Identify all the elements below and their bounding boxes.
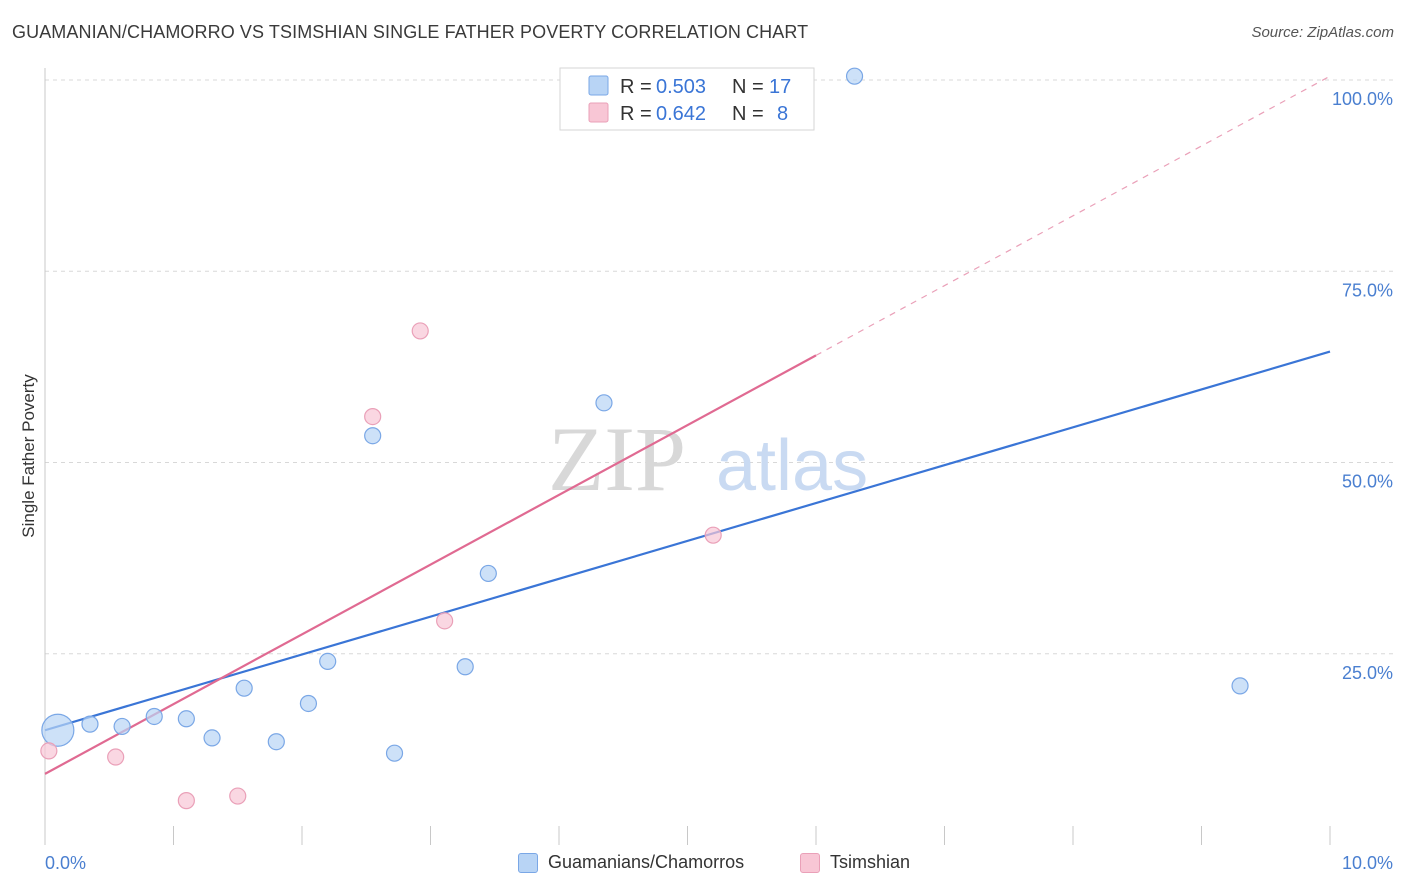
source-credit: Source: ZipAtlas.com (1251, 24, 1394, 41)
trend-line-guamanians (44, 350, 1331, 732)
trend-lines (44, 75, 1331, 775)
legend-item-tsimshian[interactable]: Tsimshian (800, 852, 910, 873)
trend-line-tsimshian (44, 354, 817, 775)
legend-swatch-blue (588, 75, 609, 96)
legend-label: Tsimshian (830, 852, 911, 872)
data-point-guamanians (203, 729, 221, 747)
chart-title: GUAMANIAN/CHAMORRO VS TSIMSHIAN SINGLE F… (12, 22, 809, 42)
data-point-guamanians (177, 710, 195, 728)
watermark-atlas: atlas (716, 426, 868, 506)
data-point-guamanians (145, 707, 163, 726)
data-point-guamanians (456, 658, 474, 676)
data-point-tsimshian (364, 408, 382, 426)
y-tick-label: 25.0% (1342, 663, 1393, 683)
data-point-tsimshian (229, 787, 247, 805)
legend-r-label: R = (620, 76, 652, 98)
data-point-guamanians (479, 564, 497, 583)
data-point-guamanians (319, 652, 337, 671)
legend-n-value: 17 (769, 76, 791, 98)
trend-line-tsimshian-extension (815, 75, 1331, 356)
legend-r-label: R = (620, 103, 652, 125)
axes (44, 68, 1331, 845)
x-tick-label: 10.0% (1342, 853, 1393, 873)
data-point-guamanians (364, 427, 382, 445)
data-point-guamanians (845, 67, 864, 85)
data-point-tsimshian (177, 792, 195, 810)
bottom-legend: Guamanians/Chamorros Tsimshian (0, 852, 1406, 878)
y-tick-label: 75.0% (1342, 280, 1393, 300)
gridlines (45, 79, 1394, 655)
legend-n-label: N = (732, 76, 764, 98)
legend-n-value: 8 (777, 103, 788, 125)
data-point-tsimshian (436, 612, 454, 630)
data-point-tsimshian (40, 742, 58, 760)
data-point-guamanians (595, 394, 613, 412)
legend-swatch-blue (518, 852, 538, 873)
x-tick-label: 0.0% (45, 853, 86, 873)
data-point-guamanians (235, 679, 253, 697)
legend-swatch-pink (800, 852, 820, 873)
data-point-tsimshian (107, 748, 125, 766)
legend-label: Guamanians/Chamorros (548, 852, 745, 872)
legend-r-value: 0.642 (656, 103, 706, 125)
data-point-guamanians (81, 715, 99, 733)
data-point-tsimshian (704, 526, 722, 544)
tick-labels: 25.0% 50.0% 75.0% 100.0% 0.0% 10.0% (45, 89, 1393, 873)
data-point-guamanians (1231, 677, 1249, 695)
watermark-zip: ZIP (548, 408, 686, 510)
y-tick-label: 100.0% (1332, 89, 1393, 109)
data-point-tsimshian (411, 322, 429, 340)
y-axis-label: Single Father Poverty (19, 374, 38, 538)
legend-swatch-pink (588, 102, 609, 123)
data-points (40, 67, 1249, 810)
top-legend: R = 0.503 N = 17 R = 0.642 N = 8 (559, 67, 815, 131)
data-point-guamanians (113, 717, 131, 736)
y-tick-label: 50.0% (1342, 472, 1393, 492)
data-point-guamanians (299, 694, 318, 713)
data-point-guamanians (267, 733, 285, 751)
legend-item-guamanians[interactable]: Guamanians/Chamorros (518, 852, 744, 873)
data-point-guamanians (41, 713, 75, 747)
legend-n-label: N = (732, 103, 764, 125)
data-point-guamanians (385, 744, 404, 762)
legend-r-value: 0.503 (656, 76, 706, 98)
